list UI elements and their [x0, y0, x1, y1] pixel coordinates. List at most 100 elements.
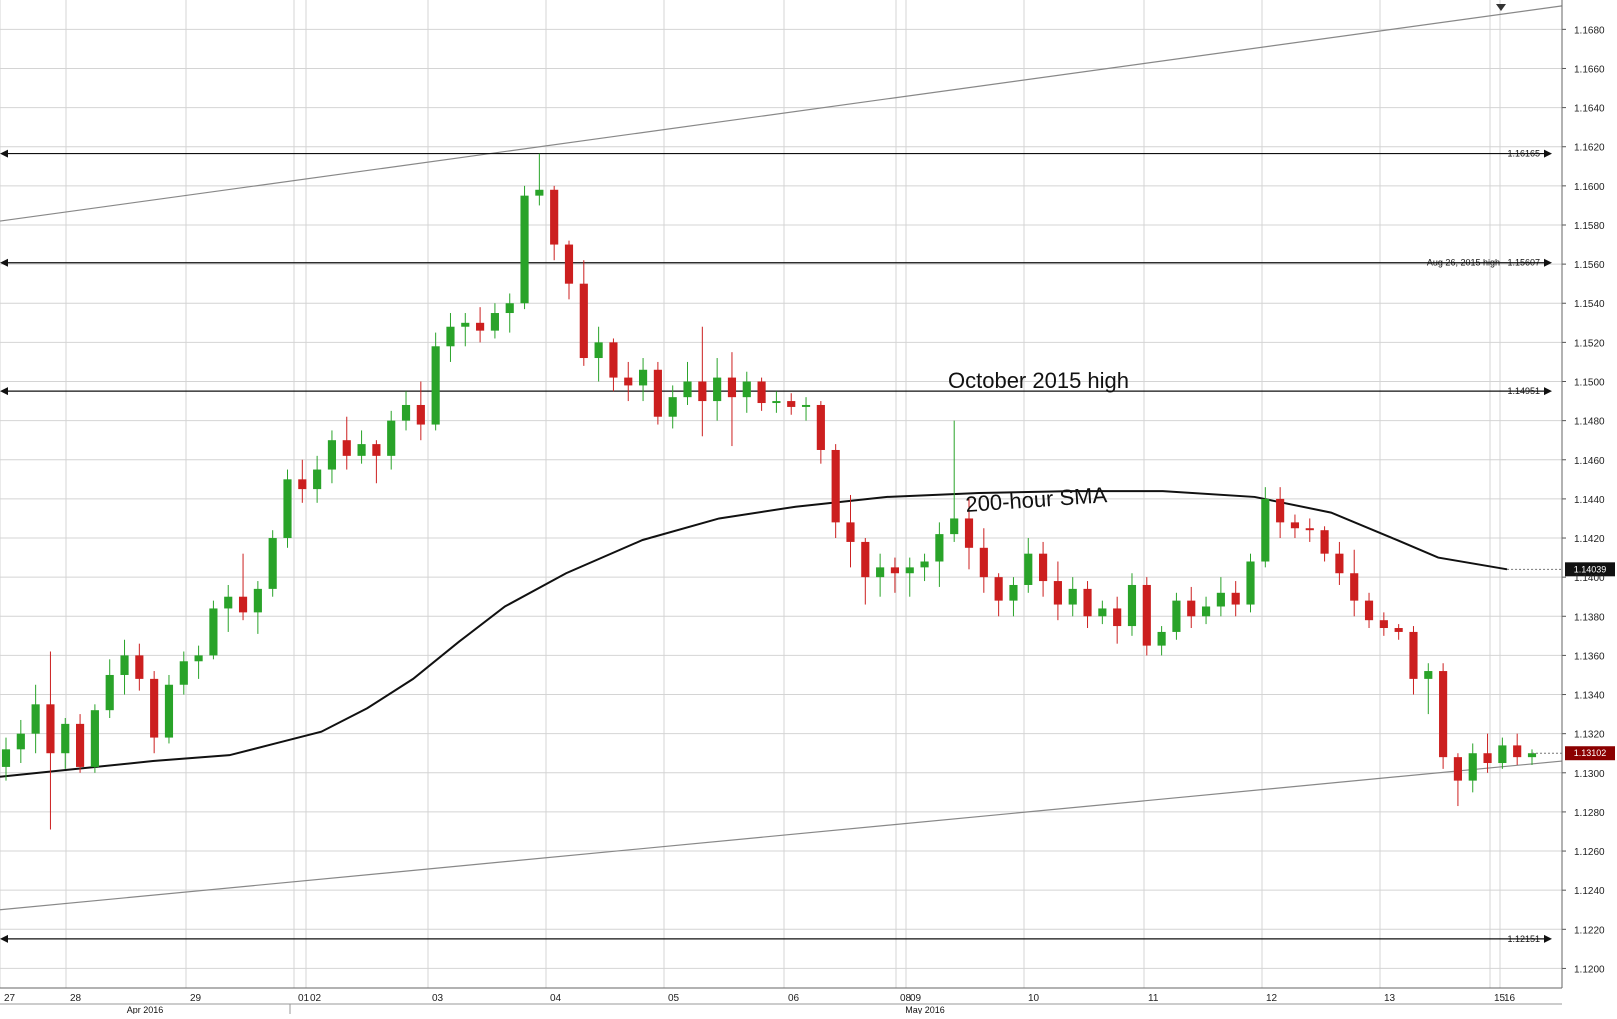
candle-body [520, 195, 529, 304]
x-tick-label: 28 [70, 993, 82, 1004]
candle-body [31, 704, 40, 734]
x-tick-label: 12 [1266, 993, 1278, 1004]
x-tick-label: 02 [310, 993, 322, 1004]
candle-body [1305, 528, 1314, 531]
y-tick-label: 1.1220 [1574, 925, 1605, 936]
candle-body [861, 541, 870, 578]
arrow-left-icon [0, 387, 8, 396]
candle-body [609, 342, 618, 378]
candle-body [1068, 588, 1077, 605]
arrow-right-icon [1544, 387, 1552, 396]
candle-body [979, 547, 988, 578]
candle-body [787, 401, 796, 407]
candle-body [238, 596, 248, 613]
candle-body [1468, 753, 1477, 781]
y-tick-label: 1.1500 [1574, 378, 1605, 389]
candle-body [224, 596, 233, 609]
candle-body [150, 678, 159, 738]
level-value-label: 1.14951 [1507, 386, 1540, 396]
candle-body [164, 684, 174, 738]
candle-body [1513, 745, 1522, 758]
y-tick-label: 1.1560 [1574, 260, 1605, 271]
y-tick-label: 1.1340 [1574, 691, 1605, 702]
x-tick-label: 09 [910, 993, 922, 1004]
level-value-label: 1.12151 [1507, 934, 1540, 944]
candle-body [446, 326, 455, 347]
candle-body [209, 608, 218, 656]
candle-body [90, 710, 99, 767]
candle-body [327, 440, 337, 470]
candles: 1.13102 [1, 153, 1615, 830]
candle-body [653, 369, 662, 417]
y-tick-label: 1.1520 [1574, 338, 1605, 349]
candle-body [1276, 498, 1285, 523]
candle-body [964, 518, 974, 548]
candle-body [1483, 753, 1492, 764]
candle-body [105, 674, 114, 711]
arrow-left-icon [0, 934, 8, 943]
candle-body [283, 479, 292, 539]
candle-body [268, 538, 277, 589]
y-tick-label: 1.1260 [1574, 847, 1605, 858]
x-tick-label: 16 [1504, 993, 1516, 1004]
y-tick-label: 1.1680 [1574, 25, 1605, 36]
candle-body [594, 342, 603, 359]
y-tick-label: 1.1420 [1574, 534, 1605, 545]
candle-body [135, 655, 144, 679]
candle-body [1409, 631, 1418, 679]
candle-body [1439, 671, 1448, 758]
x-tick-label: 03 [432, 993, 444, 1004]
candle-body [1527, 753, 1537, 758]
candle-body [1394, 628, 1403, 632]
y-tick-label: 1.1400 [1574, 573, 1605, 584]
candle-body [1379, 620, 1388, 629]
candle-body [461, 322, 470, 327]
arrow-left-icon [0, 149, 8, 158]
candle-body [61, 723, 70, 754]
candle-body [564, 244, 574, 284]
candle-body [1172, 600, 1181, 632]
y-tick-label: 1.1320 [1574, 730, 1605, 741]
x-tick-label: 11 [1148, 993, 1159, 1004]
candle-body [683, 381, 692, 398]
candle-body [905, 567, 914, 574]
candle-body [431, 346, 440, 425]
candle-body [624, 377, 633, 386]
y-tick-label: 1.1540 [1574, 299, 1605, 310]
candle-body [920, 561, 929, 568]
horizontal-levels: 1.16165 1.15607 Aug 26, 2015 high 1.14951 1.… [0, 149, 1552, 944]
candle-body [1364, 600, 1374, 621]
candle-body [490, 313, 499, 331]
candle-body [950, 518, 959, 535]
grid [0, 0, 1562, 988]
x-tick-label: 06 [788, 993, 800, 1004]
month-label: Apr 2016 [127, 1005, 164, 1014]
sma-value-label: 1.14039 [1574, 564, 1607, 574]
candle-body [372, 444, 381, 456]
x-tick-label: 04 [550, 993, 562, 1004]
y-tick-label: 1.1480 [1574, 417, 1605, 428]
arrow-right-icon [1544, 258, 1552, 267]
candle-body [831, 449, 840, 523]
candle-body [476, 322, 485, 331]
candle-body [253, 588, 262, 613]
candle-body [1335, 553, 1344, 574]
candle-body [357, 444, 366, 456]
candle-body [757, 381, 766, 404]
candle-body [1246, 561, 1255, 605]
last-price-badge [1565, 746, 1615, 761]
candle-body [416, 404, 425, 425]
y-tick-label: 1.1620 [1574, 143, 1605, 154]
y-tick-label: 1.1200 [1574, 964, 1605, 975]
candle-body [801, 404, 811, 407]
candle-body [994, 577, 1003, 601]
candle-body [298, 479, 307, 490]
candle-body [505, 303, 514, 314]
arrow-right-icon [1544, 149, 1552, 158]
x-tick-label: 27 [4, 993, 16, 1004]
candle-body [890, 567, 900, 574]
candle-body [1216, 592, 1225, 607]
candle-body [1261, 498, 1270, 562]
